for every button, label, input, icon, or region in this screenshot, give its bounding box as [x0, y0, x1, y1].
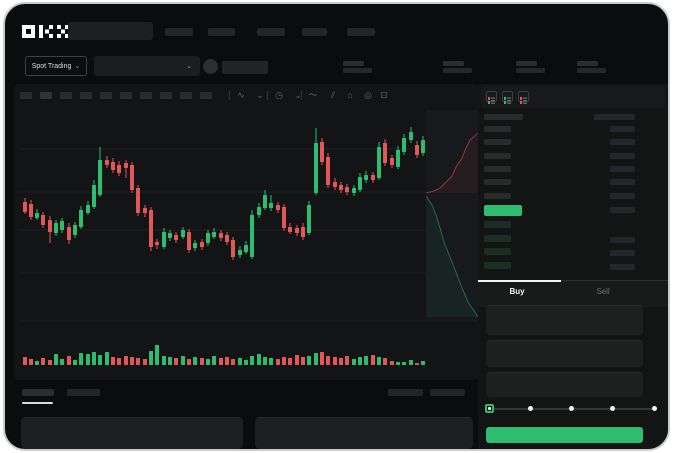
depth-chart[interactable]	[426, 110, 478, 322]
interval-button-skeleton[interactable]	[40, 92, 52, 99]
tab-buy[interactable]: Buy	[509, 287, 525, 296]
toolbar-divider	[267, 91, 268, 100]
buy-tab-indicator	[478, 280, 561, 282]
book-asks-icon[interactable]	[518, 91, 529, 104]
line-tool-icon[interactable]: ～	[308, 90, 318, 100]
ask-row-price-skeleton[interactable]	[484, 179, 511, 186]
interval-button-skeleton[interactable]	[60, 92, 72, 99]
bid-row-size-skeleton[interactable]	[610, 236, 635, 243]
bid-row-size-skeleton[interactable]	[610, 263, 635, 270]
target-icon[interactable]: ◎	[364, 90, 372, 100]
positions-table-skeleton	[255, 417, 473, 449]
interval-button-skeleton[interactable]	[80, 92, 92, 99]
ask-row-price-skeleton[interactable]	[484, 152, 511, 159]
ask-row-size-skeleton[interactable]	[610, 152, 635, 159]
book-bids-icon[interactable]	[502, 91, 513, 104]
bid-row-price-skeleton[interactable]	[484, 234, 511, 242]
stat-value-skeleton	[443, 68, 472, 73]
pair-selector-dropdown[interactable]: ⌄	[94, 56, 200, 76]
stat-value-skeleton	[577, 68, 606, 73]
bid-row-price-skeleton[interactable]	[484, 248, 511, 256]
last-price-highlight[interactable]	[484, 205, 522, 216]
price-input[interactable]	[486, 305, 643, 335]
tab-sell[interactable]: Sell	[596, 287, 610, 296]
bid-row-price-skeleton[interactable]	[484, 261, 511, 269]
book-both-icon[interactable]	[486, 91, 497, 104]
pair-name-skeleton	[222, 61, 268, 74]
bid-row-size-skeleton[interactable]	[610, 250, 635, 257]
chevron-down-icon: ⌄	[74, 62, 81, 70]
interval-button-skeleton[interactable]	[160, 92, 172, 99]
last-price-size-skeleton	[610, 207, 635, 213]
ask-row-price-skeleton[interactable]	[484, 192, 511, 199]
spot-trading-button[interactable]: Spot Trading ⌄	[25, 56, 87, 76]
slider-handle-dot	[488, 407, 491, 410]
active-tab-indicator	[22, 402, 53, 404]
amount-input[interactable]	[486, 340, 643, 367]
depth-panel	[426, 110, 478, 322]
ask-row-price-skeleton[interactable]	[484, 126, 511, 132]
indicator-icon[interactable]: ∿	[237, 90, 245, 100]
interval-button-skeleton[interactable]	[20, 92, 32, 99]
ob-header-right-skeleton	[594, 114, 635, 120]
ask-row-size-skeleton[interactable]	[610, 139, 635, 146]
nav-item-skeleton[interactable]	[347, 28, 375, 36]
slider-stop-dot[interactable]	[610, 406, 616, 411]
slider-stop-dot[interactable]	[569, 406, 574, 411]
interval-button-skeleton[interactable]	[180, 92, 192, 99]
amount-slider-handle[interactable]	[485, 404, 494, 413]
camera-icon[interactable]: ⌂	[347, 90, 353, 100]
buy-submit-button[interactable]	[486, 427, 643, 443]
candlestick-chart[interactable]	[20, 110, 428, 340]
nav-item-skeleton[interactable]	[257, 28, 285, 36]
screen: Spot Trading ⌄ ⌄ ∿ ⌄ ◷ ⌄ ～ ⫽ ⌂ ◎ ⊡	[5, 4, 668, 449]
slider-stop-dot[interactable]	[527, 406, 533, 411]
interval-button-skeleton[interactable]	[200, 92, 212, 99]
interval-icon[interactable]: ◷	[275, 90, 283, 100]
bottom-tab-orders[interactable]	[22, 389, 54, 396]
okx-logo[interactable]	[22, 25, 69, 38]
trade-tabbar	[478, 280, 668, 307]
chevron-down-icon[interactable]: ⌄	[294, 90, 302, 100]
device-frame: Spot Trading ⌄ ⌄ ∿ ⌄ ◷ ⌄ ～ ⫽ ⌂ ◎ ⊡	[3, 2, 670, 451]
bid-row-price-skeleton[interactable]	[484, 221, 511, 228]
ask-row-price-skeleton[interactable]	[484, 165, 511, 172]
nav-item-skeleton[interactable]	[165, 28, 193, 36]
nav-item-skeleton[interactable]	[208, 28, 235, 36]
bottom-tab-history[interactable]	[67, 389, 100, 396]
stat-label-skeleton	[516, 61, 537, 66]
volume-chart[interactable]	[20, 343, 428, 365]
toolbar-divider	[301, 91, 302, 100]
stat-value-skeleton	[343, 68, 372, 73]
spot-trading-label: Spot Trading	[31, 62, 72, 70]
ask-row-size-skeleton[interactable]	[610, 192, 635, 199]
toolbar-divider	[229, 91, 230, 100]
stat-value-skeleton	[516, 68, 545, 73]
chart-panel	[14, 84, 478, 380]
chevron-down-icon: ⌄	[186, 62, 192, 70]
ask-row-size-skeleton[interactable]	[610, 165, 635, 172]
total-input[interactable]	[486, 372, 643, 397]
interval-button-skeleton[interactable]	[120, 92, 132, 99]
interval-button-skeleton[interactable]	[140, 92, 152, 99]
bottom-filter-1[interactable]	[388, 389, 423, 396]
stat-label-skeleton	[343, 61, 364, 66]
nav-item-skeleton[interactable]	[302, 28, 327, 36]
fullscreen-icon[interactable]: ⊡	[380, 90, 388, 100]
orders-table-skeleton	[21, 417, 243, 449]
slider-stop-dot[interactable]	[651, 406, 657, 411]
stat-label-skeleton	[577, 61, 598, 66]
chevron-down-icon[interactable]: ⌄	[256, 90, 264, 100]
ask-row-size-skeleton[interactable]	[610, 126, 635, 132]
ask-row-price-skeleton[interactable]	[484, 139, 511, 146]
stat-label-skeleton	[443, 61, 464, 66]
interval-button-skeleton[interactable]	[100, 92, 112, 99]
bottom-filter-2[interactable]	[430, 389, 465, 396]
ask-row-size-skeleton[interactable]	[610, 179, 635, 186]
ob-header-left-skeleton	[484, 114, 523, 120]
coin-avatar	[203, 59, 218, 74]
ticker-skeleton	[68, 22, 153, 40]
brush-icon[interactable]: ⫽	[330, 90, 335, 100]
